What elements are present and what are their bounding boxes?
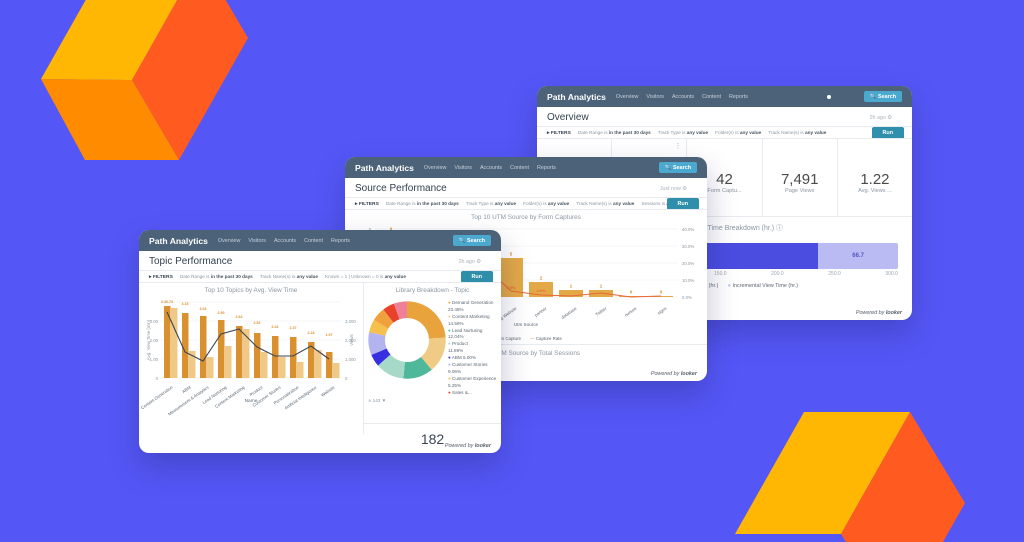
svg-text:3.30.73: 3.30.73 xyxy=(161,300,173,304)
svg-text:3.15: 3.15 xyxy=(182,302,189,306)
svg-text:10.0%: 10.0% xyxy=(682,278,694,283)
svg-text:3.04: 3.04 xyxy=(200,307,207,311)
svg-text:0.0%: 0.0% xyxy=(682,295,692,300)
svg-text:signs: signs xyxy=(656,306,667,316)
svg-text:Website: Website xyxy=(320,384,336,397)
svg-text:0: 0 xyxy=(156,376,159,381)
svg-text:database: database xyxy=(560,305,578,320)
svg-text:30.0%: 30.0% xyxy=(682,244,694,249)
svg-text:2.64: 2.64 xyxy=(236,315,243,319)
svg-text:Avg. View Time (min): Avg. View Time (min) xyxy=(146,319,151,360)
svg-text:1.97: 1.97 xyxy=(326,333,333,337)
svg-text:2.90: 2.90 xyxy=(218,311,225,315)
svg-text:2.42: 2.42 xyxy=(272,325,279,329)
svg-text:0: 0 xyxy=(345,376,348,381)
svg-text:40.0%: 40.0% xyxy=(682,227,694,232)
svg-text:Views: Views xyxy=(349,334,354,345)
svg-text:Content Generation: Content Generation xyxy=(140,384,174,410)
svg-text:Utm Source: Utm Source xyxy=(514,322,539,327)
svg-text:20.0%: 20.0% xyxy=(682,261,694,266)
svg-text:0.9%: 0.9% xyxy=(506,285,516,290)
svg-text:1: 1 xyxy=(600,284,603,289)
svg-text:Artificial Intelligence: Artificial Intelligence xyxy=(284,384,318,410)
svg-text:0: 0 xyxy=(630,290,633,295)
svg-text:1,000: 1,000 xyxy=(345,357,356,362)
svg-text:1: 1 xyxy=(570,284,573,289)
svg-text:3,000: 3,000 xyxy=(345,319,356,324)
svg-text:2.6%: 2.6% xyxy=(536,288,546,293)
svg-text:2.37: 2.37 xyxy=(290,326,297,330)
svg-text:5: 5 xyxy=(510,252,513,257)
svg-text:0: 0 xyxy=(660,290,663,295)
svg-text:2.18: 2.18 xyxy=(308,331,315,335)
svg-text:2.52: 2.52 xyxy=(254,321,261,325)
svg-text:Twitter: Twitter xyxy=(594,305,608,317)
svg-text:Name: Name xyxy=(245,398,258,404)
svg-text:ABM: ABM xyxy=(181,384,192,394)
svg-text:nurture: nurture xyxy=(624,305,639,317)
svg-text:partner: partner xyxy=(534,305,548,317)
